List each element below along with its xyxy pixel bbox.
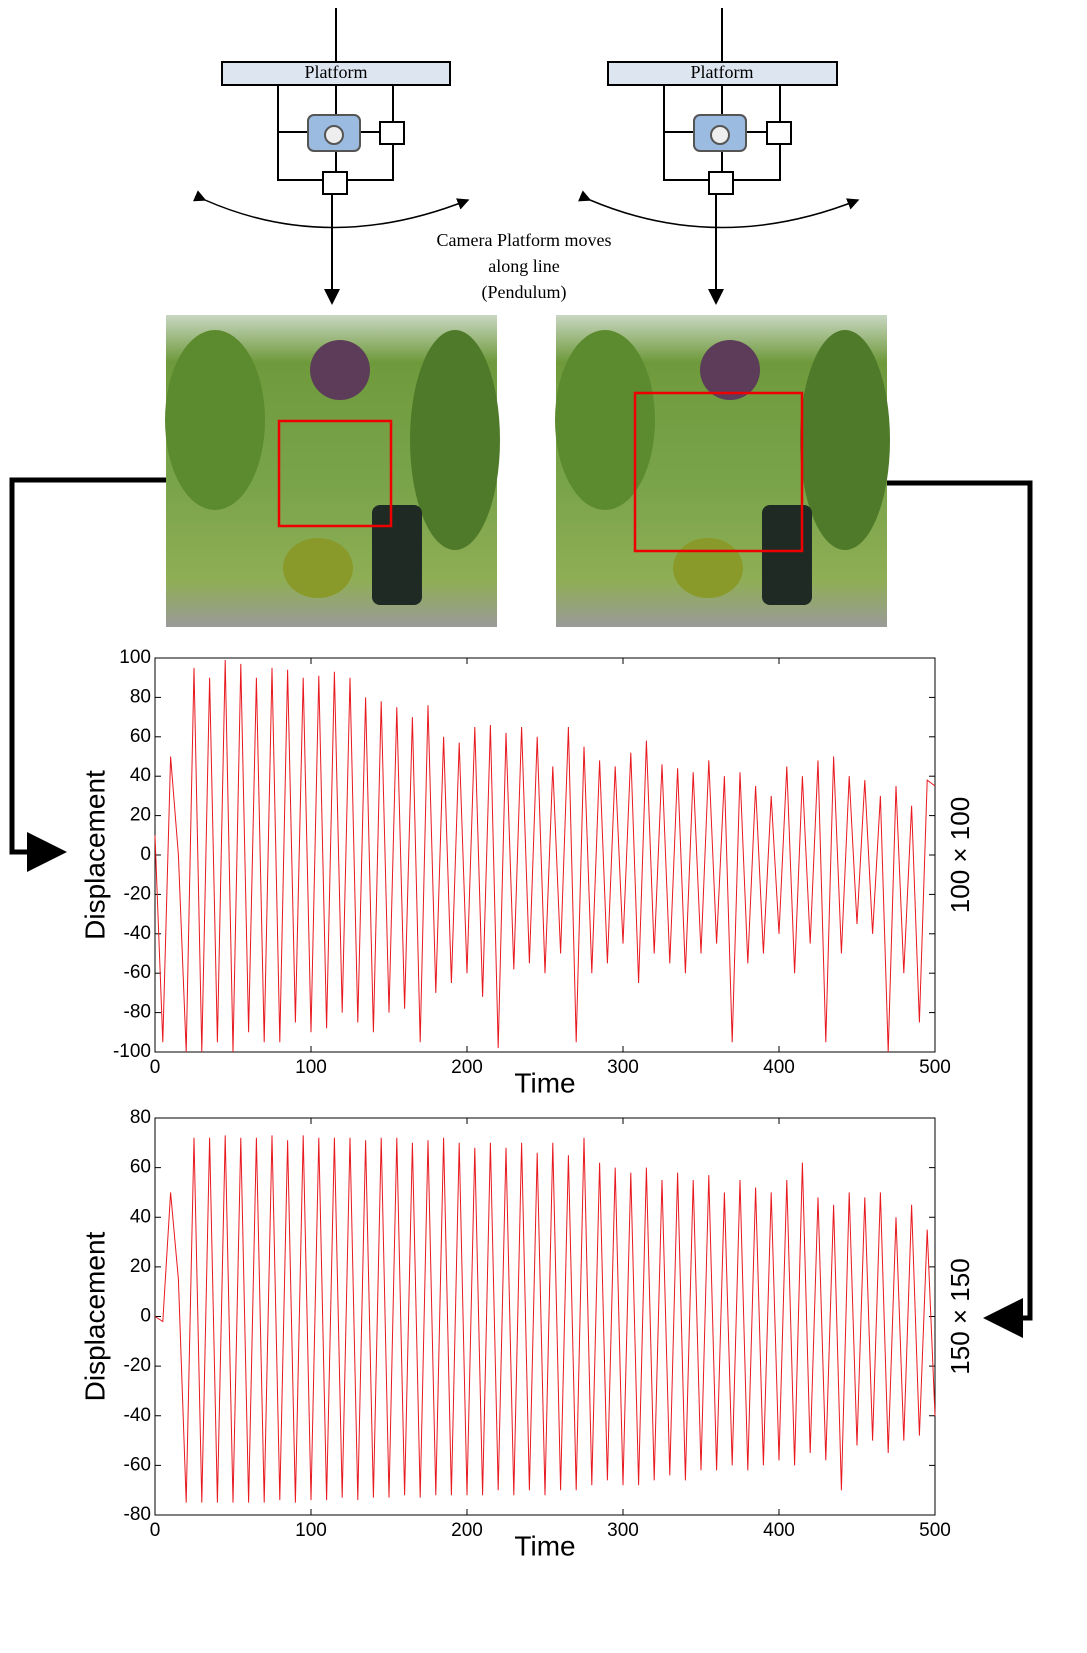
- y-tick-label: 100: [119, 647, 151, 668]
- platform-label: Platform: [691, 62, 754, 82]
- x-axis-label: Time: [514, 1530, 575, 1561]
- plot-area: [154, 657, 936, 1053]
- x-tick-label: 0: [150, 1057, 161, 1078]
- x-tick-label: 500: [919, 1057, 951, 1078]
- y-tick-label: 0: [140, 844, 151, 865]
- y-tick-label: -60: [124, 1454, 151, 1475]
- y-tick-label: -60: [124, 962, 151, 983]
- y-tick-label: -100: [113, 1041, 151, 1062]
- x-tick-label: 100: [295, 1057, 327, 1078]
- plot-area: [154, 1117, 936, 1516]
- y-tick-label: -40: [124, 1405, 151, 1426]
- y-tick-label: -40: [124, 923, 151, 944]
- x-tick-label: 500: [919, 1520, 951, 1541]
- platform-label: Platform: [305, 62, 368, 82]
- y-tick-label: 60: [130, 726, 151, 747]
- y-axis-label: Displacement: [79, 1231, 110, 1401]
- y-tick-label: 40: [130, 765, 151, 786]
- y-tick-label: -80: [124, 1504, 151, 1525]
- x-tick-label: 300: [607, 1057, 639, 1078]
- platform-diagram: [192, 8, 470, 305]
- y-tick-label: -20: [124, 883, 151, 904]
- x-tick-label: 400: [763, 1057, 795, 1078]
- y-tick-label: 0: [140, 1306, 151, 1327]
- annotation: 150 × 150: [945, 1258, 975, 1374]
- caption: Camera Platform moves: [437, 230, 612, 250]
- data-line: [154, 1135, 936, 1503]
- x-tick-label: 200: [451, 1057, 483, 1078]
- y-tick-label: 80: [130, 686, 151, 707]
- y-tick-label: -80: [124, 1002, 151, 1023]
- annotation: 100 × 100: [945, 797, 975, 913]
- y-tick-label: 40: [130, 1206, 151, 1227]
- x-tick-label: 0: [150, 1520, 161, 1541]
- x-tick-label: 100: [295, 1520, 327, 1541]
- x-tick-label: 300: [607, 1520, 639, 1541]
- x-axis-label: Time: [514, 1067, 575, 1098]
- x-tick-label: 400: [763, 1520, 795, 1541]
- y-tick-label: 20: [130, 805, 151, 826]
- connector: [887, 480, 1033, 1338]
- connector: [9, 477, 166, 872]
- y-tick-label: 80: [130, 1107, 151, 1128]
- caption: along line: [488, 256, 559, 276]
- data-line: [154, 659, 936, 1053]
- photo: [165, 315, 500, 627]
- platform-diagram: [577, 8, 860, 305]
- caption: (Pendulum): [482, 282, 567, 303]
- y-tick-label: 60: [130, 1157, 151, 1178]
- y-axis-label: Displacement: [79, 770, 110, 940]
- y-tick-label: 20: [130, 1256, 151, 1277]
- photo: [555, 315, 890, 627]
- x-tick-label: 200: [451, 1520, 483, 1541]
- y-tick-label: -20: [124, 1355, 151, 1376]
